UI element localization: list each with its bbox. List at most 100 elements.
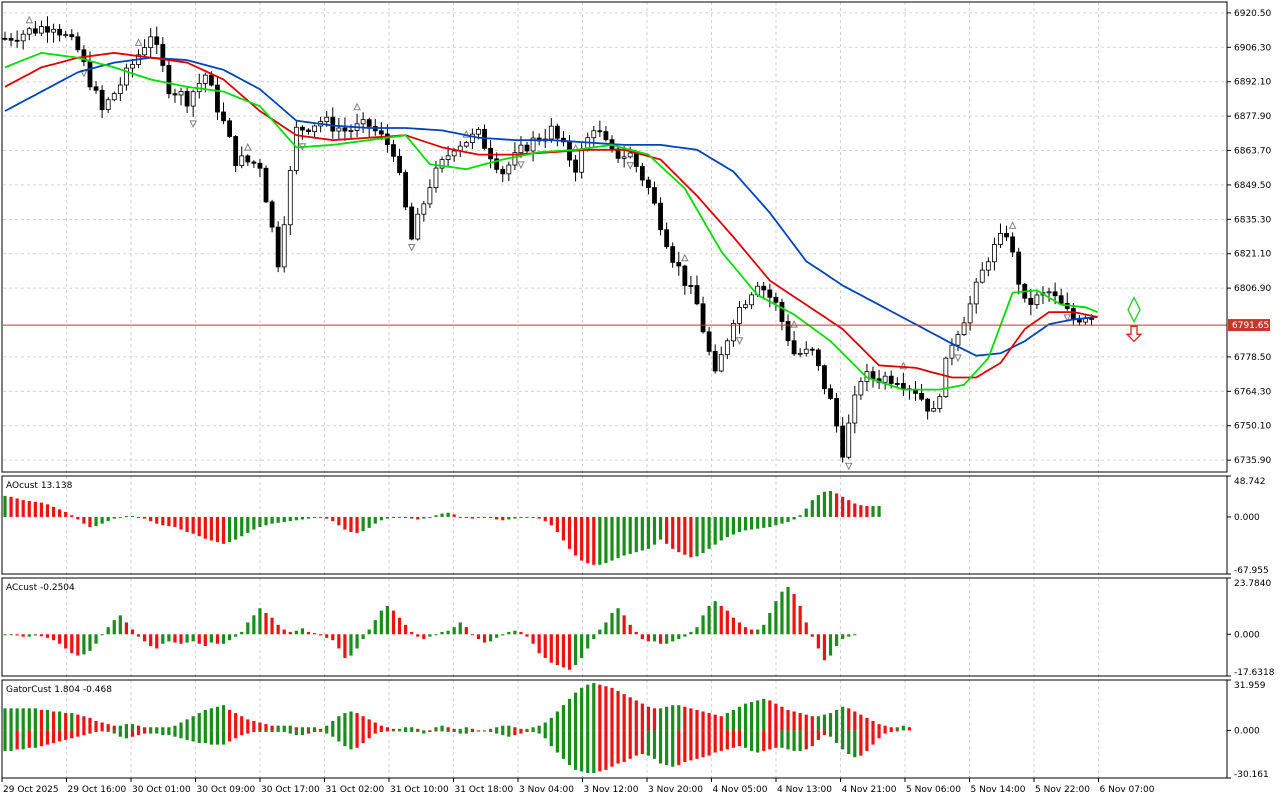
gator-lower-bar xyxy=(470,730,474,732)
histogram-bar xyxy=(124,622,128,635)
gator-lower-bar xyxy=(719,730,723,751)
gator-upper-bar xyxy=(343,713,347,731)
gator-upper-bar xyxy=(683,706,687,731)
candle-body xyxy=(32,28,38,34)
gator-upper-bar xyxy=(665,706,669,731)
candle-body xyxy=(603,131,609,141)
histogram-bar xyxy=(15,634,19,636)
candle-body xyxy=(633,152,639,167)
histogram-bar xyxy=(634,631,638,635)
gator-upper-bar xyxy=(470,728,474,731)
price-panel[interactable] xyxy=(2,15,1227,471)
gator-upper-bar xyxy=(458,728,462,731)
gator-lower-bar xyxy=(197,730,201,744)
gator-upper-bar xyxy=(646,706,651,731)
candle-body xyxy=(160,44,166,66)
candle-body xyxy=(749,294,755,306)
histogram-bar xyxy=(118,516,122,518)
panel-frame xyxy=(1,577,1228,677)
candle-body xyxy=(342,127,348,132)
gator-upper-bar xyxy=(76,714,80,731)
gator-upper-bar xyxy=(713,714,717,731)
candle-body xyxy=(300,126,305,131)
histogram-bar xyxy=(501,516,505,521)
candle xyxy=(421,200,427,222)
histogram-bar xyxy=(124,516,128,518)
candle xyxy=(998,223,1003,248)
indicator-tick-label: -17.6318 xyxy=(1234,668,1275,678)
histogram-bar xyxy=(658,634,663,644)
time-axis: 29 Oct 2025 29 Oct 16:00 30 Oct 01:00 30 Oc… xyxy=(1,778,1155,795)
histogram-bar xyxy=(385,605,390,635)
gator-lower-bar xyxy=(252,730,256,732)
gator-lower-bar xyxy=(416,730,420,732)
gator-lower-bar xyxy=(622,730,626,762)
candle xyxy=(1058,288,1064,305)
gator-upper-bar xyxy=(45,709,50,731)
candle-body xyxy=(87,61,93,88)
gator-lower-bar xyxy=(434,730,438,732)
candle-body xyxy=(998,233,1003,245)
gator-upper-bar xyxy=(240,716,244,731)
histogram-bar xyxy=(70,634,74,654)
gator-lower-bar xyxy=(476,730,481,732)
histogram-bar xyxy=(713,601,717,635)
ac-panel[interactable] xyxy=(3,586,857,670)
candle-body xyxy=(403,172,409,208)
candle-body xyxy=(791,340,797,355)
candle-body xyxy=(190,91,196,107)
gator-lower-bar xyxy=(841,730,845,750)
candle-body xyxy=(573,159,578,173)
gator-lower-bar xyxy=(343,730,347,747)
gator-upper-bar xyxy=(397,728,402,731)
candle xyxy=(184,86,190,113)
candle xyxy=(178,87,184,106)
candle xyxy=(26,26,32,41)
panel-frames xyxy=(1,1,1228,779)
histogram-bar xyxy=(3,634,7,636)
ao-panel[interactable] xyxy=(3,490,881,565)
gator-lower-bar xyxy=(816,730,820,740)
gator-upper-bar xyxy=(282,725,286,731)
gator-lower-bar xyxy=(501,730,505,736)
time-tick-label: 5 Nov 06:00 xyxy=(906,785,961,795)
gator-upper-bar xyxy=(155,727,159,731)
price-tick-label: 6835.30 xyxy=(1234,215,1271,225)
gator-lower-bar xyxy=(610,730,614,767)
candle-body xyxy=(81,49,87,63)
histogram-bar xyxy=(446,512,450,517)
gator-lower-bar xyxy=(549,730,553,747)
gator-lower-bar xyxy=(786,730,790,750)
time-tick-label: 5 Nov 14:00 xyxy=(971,785,1026,795)
candle-body xyxy=(433,167,439,188)
histogram-bar xyxy=(143,634,147,642)
candle xyxy=(1010,232,1016,258)
candle-body xyxy=(888,375,894,384)
histogram-bar xyxy=(331,516,335,522)
gator-lower-bar xyxy=(100,730,104,732)
histogram-bar xyxy=(136,634,141,637)
candle-body xyxy=(694,285,700,305)
histogram-bar xyxy=(743,627,748,635)
histogram-bar xyxy=(731,516,735,535)
time-tick-label: 31 Oct 02:00 xyxy=(326,785,385,795)
candle xyxy=(530,131,536,162)
gator-upper-bar xyxy=(100,722,104,731)
histogram-bar xyxy=(106,516,110,522)
gator-upper-bar xyxy=(762,698,766,731)
histogram-bar xyxy=(719,605,723,635)
histogram-bar xyxy=(240,631,244,635)
candle xyxy=(1034,291,1040,310)
histogram-bar xyxy=(100,634,104,636)
candle-body xyxy=(439,159,445,169)
gator-upper-bar xyxy=(737,706,742,731)
gator-lower-bar xyxy=(373,730,377,734)
histogram-bar xyxy=(561,516,566,541)
gator-lower-bar xyxy=(440,730,444,732)
candle-body xyxy=(245,155,251,163)
time-tick-label: 4 Nov 13:00 xyxy=(777,785,832,795)
ao-panel-label: AOcust 13.138 xyxy=(6,481,73,491)
candle-body xyxy=(658,202,663,231)
gator-panel[interactable] xyxy=(3,683,912,774)
